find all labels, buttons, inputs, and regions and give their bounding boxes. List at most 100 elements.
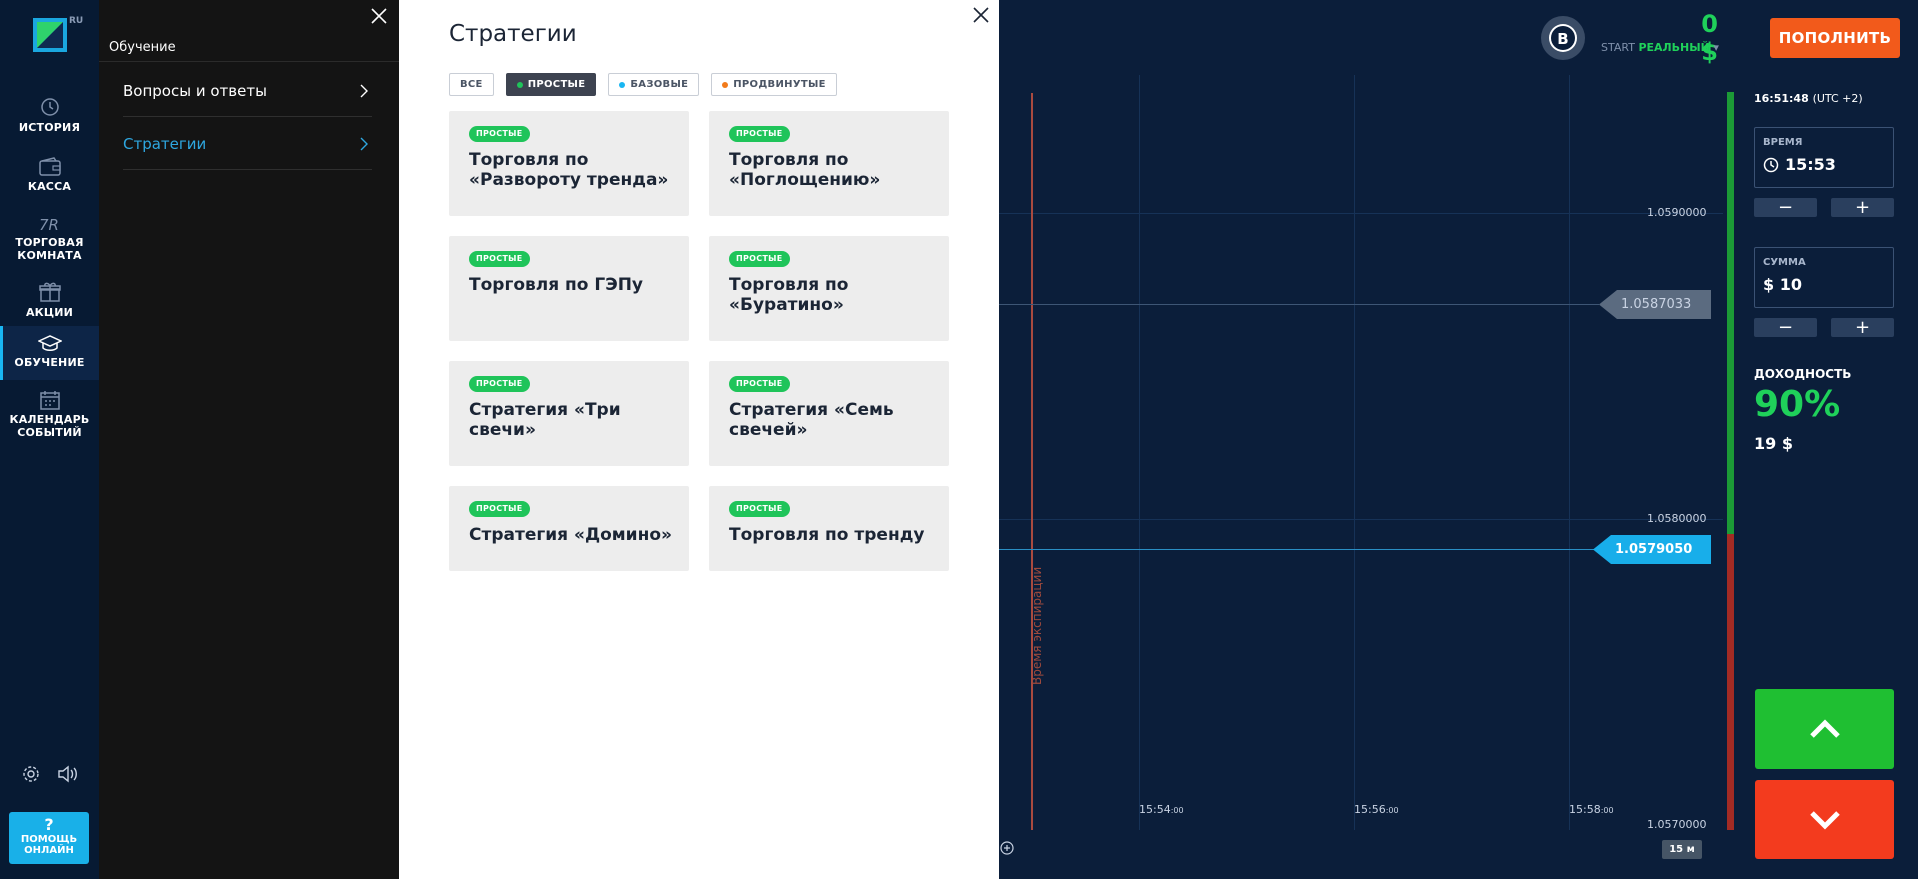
strategy-card[interactable]: ПРОСТЫЕ Стратегия «Три свечи» [449,361,689,466]
level-badge: ПРОСТЫЕ [729,376,790,392]
chevron-down-icon: ▾ [1713,41,1719,54]
strategy-card[interactable]: ПРОСТЫЕ Стратегия «Семь свечей» [709,361,949,466]
nav-item-trading-room[interactable]: 7R ТОРГОВАЯ КОМНАТА [0,215,99,269]
time-tick: 15:58:00 [1569,803,1614,816]
yield-label: ДОХОДНОСТЬ [1754,367,1852,381]
subpanel-title: Обучение [109,40,176,55]
filter-basic[interactable]: БАЗОВЫЕ [608,73,700,96]
buy-volume-bar [1727,92,1734,534]
wallet-icon [38,157,61,176]
time-field[interactable]: ВРЕМЯ 15:53 [1754,127,1894,188]
strategy-card[interactable]: ПРОСТЫЕ Торговля по тренду [709,486,949,571]
grid-line [1569,75,1570,830]
account-avatar-icon[interactable]: B [1540,15,1586,61]
time-increase-button[interactable]: + [1831,198,1894,217]
amount-value: $ 10 [1763,275,1802,294]
grid-line [999,213,1723,214]
history-icon [40,98,59,116]
yield-amount: 19 $ [1754,434,1793,453]
filter-advanced[interactable]: ПРОДВИНУТЫЕ [711,73,837,96]
strike-price-tag: 1.0587033 [1599,290,1711,319]
chevron-down-icon [1809,810,1840,830]
strategy-card[interactable]: ПРОСТЫЕ Торговля по ГЭПу [449,236,689,341]
nav-item-label: АКЦИИ [25,306,74,319]
help-icon: ? [44,815,54,834]
card-title: Торговля по тренду [729,525,925,545]
graduation-cap-icon [37,335,62,351]
time-tick-main: 15:54 [1139,803,1171,816]
sound-icon[interactable] [57,765,77,783]
nav-item-history[interactable]: ИСТОРИЯ [0,96,99,140]
time-tick-main: 15:56 [1354,803,1386,816]
gear-icon[interactable] [22,765,40,783]
sell-volume-bar [1727,534,1734,830]
help-label: ПОМОЩЬ ОНЛАЙН [20,834,78,856]
subpanel-item-strategies[interactable]: Стратегии [123,118,372,170]
strike-price-line [999,304,1599,305]
level-badge: ПРОСТЫЕ [469,501,530,517]
subpanel-item-faq[interactable]: Вопросы и ответы [123,65,372,117]
trading-room-icon: 7R [39,216,59,233]
call-up-button[interactable] [1755,689,1894,769]
close-icon[interactable] [370,7,388,25]
time-tick-main: 15:58 [1569,803,1601,816]
time-tick-sub: :00 [1600,806,1614,815]
price-chart[interactable]: 1.0590000 1.0580000 1.0570000 15:54:00 1… [999,75,1723,831]
server-clock: 16:51:48 (UTC +2) [1754,92,1863,105]
current-price-line [999,549,1599,550]
filter-tabs: ВСЕ ПРОСТЫЕ БАЗОВЫЕ ПРОДВИНУТЫЕ [449,73,837,96]
time-tick: 15:54:00 [1139,803,1184,816]
card-title: Стратегия «Домино» [469,525,672,545]
nav-item-promotions[interactable]: АКЦИИ [0,281,99,325]
close-icon[interactable] [972,6,990,24]
account-prefix: START [1601,41,1635,54]
card-title: Торговля по «Буратино» [729,275,849,315]
chevron-right-icon [360,137,368,150]
time-label: ВРЕМЯ [1763,137,1803,148]
put-down-button[interactable] [1755,780,1894,859]
status-dot-orange [722,81,729,88]
account-letter: B [1557,30,1568,48]
nav-item-education[interactable]: ОБУЧЕНИЕ [0,326,99,380]
time-decrease-button[interactable]: − [1754,198,1817,217]
account-selector[interactable]: START РЕАЛЬНЫЙ ▾ [1601,41,1719,54]
filter-label: ВСЕ [460,79,483,90]
time-tick-sub: :00 [1170,806,1184,815]
expiration-line [1031,93,1033,830]
price-tick: 1.0590000 [1647,206,1707,219]
calendar-icon [39,391,60,410]
strategy-card[interactable]: ПРОСТЫЕ Стратегия «Домино» [449,486,689,571]
logo-icon[interactable] [33,18,67,52]
strategy-card[interactable]: ПРОСТЫЕ Торговля по «Развороту тренда» [449,111,689,216]
amount-increase-button[interactable]: + [1831,318,1894,337]
card-title: Торговля по «Поглощению» [729,150,881,190]
online-help-button[interactable]: ? ПОМОЩЬ ОНЛАЙН [9,812,89,864]
amount-label: СУММА [1763,257,1806,268]
clock-timezone: (UTC +2) [1812,92,1863,105]
strategy-card[interactable]: ПРОСТЫЕ Торговля по «Буратино» [709,236,949,341]
filter-simple[interactable]: ПРОСТЫЕ [505,73,597,96]
deposit-button[interactable]: ПОПОЛНИТЬ [1770,18,1900,58]
timeframe-button[interactable]: 15 м [1662,840,1702,859]
card-title: Стратегия «Семь свечей» [729,400,894,440]
level-badge: ПРОСТЫЕ [469,251,530,267]
clock-time: 16:51:48 [1754,92,1809,105]
nav-item-label: ИСТОРИЯ [18,121,81,134]
nav-item-calendar[interactable]: КАЛЕНДАРЬ СОБЫТИЙ [0,390,99,446]
svg-text:7R: 7R [39,216,59,233]
clock-icon [1763,157,1779,172]
chevron-right-icon [360,84,368,97]
filter-all[interactable]: ВСЕ [449,73,494,96]
amount-decrease-button[interactable]: − [1754,318,1817,337]
education-subpanel: Обучение Вопросы и ответы Стратегии [99,0,399,879]
status-dot-blue [619,81,626,88]
nav-item-cashier[interactable]: КАССА [0,157,99,201]
add-indicator-icon[interactable] [1000,841,1014,855]
strategy-card[interactable]: ПРОСТЫЕ Торговля по «Поглощению» [709,111,949,216]
amount-field[interactable]: СУММА $ 10 [1754,247,1894,308]
amount-stepper: − + [1754,318,1894,337]
filter-label: ПРОДВИНУТЫЕ [733,79,826,90]
nav-item-label: ТОРГОВАЯ КОМНАТА [15,236,84,262]
time-value: 15:53 [1785,155,1836,174]
gift-icon [38,282,61,302]
